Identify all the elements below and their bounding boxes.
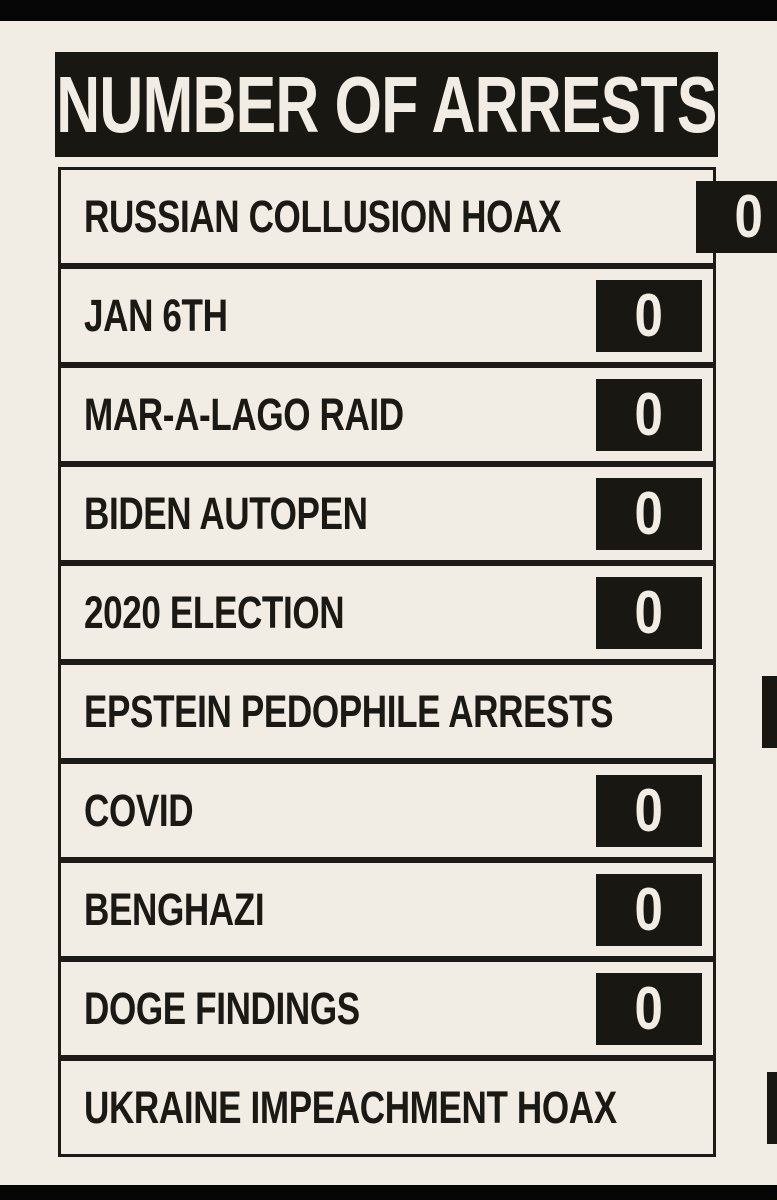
row-value-box: 0 [767,1071,777,1144]
row-label: DOGE FINDINGS [84,983,360,1034]
row-value: 0 [634,776,664,844]
row-value: 0 [634,281,664,349]
table-row: JAN 6TH 0 [58,266,716,365]
table-row: COVID 0 [58,761,716,860]
row-label: UKRAINE IMPEACHMENT HOAX [84,1082,617,1133]
row-value: 0 [634,578,664,646]
row-value-box: 0 [695,180,777,253]
row-label: BENGHAZI [84,884,265,935]
row-label: RUSSIAN COLLUSION HOAX [84,191,561,242]
row-value: 0 [634,479,664,547]
table-row: RUSSIAN COLLUSION HOAX 0 [58,167,777,266]
letterbox-bottom-bar [0,1185,777,1200]
table-row: BENGHAZI 0 [58,860,716,959]
row-value-box: 0 [596,279,702,352]
row-label: MAR-A-LAGO RAID [84,389,404,440]
row-value-box: 0 [596,774,702,847]
row-value-box: 0 [596,576,702,649]
row-value: 0 [634,974,664,1042]
letterbox-top-bar [0,0,777,21]
table-row: BIDEN AUTOPEN 0 [58,464,716,563]
row-label: JAN 6TH [84,290,228,341]
arrests-table-body: RUSSIAN COLLUSION HOAX 0 JAN 6TH 0 MAR-A… [58,167,777,1157]
table-row: 2020 ELECTION 0 [58,563,716,662]
table-row: EPSTEIN PEDOPHILE ARRESTS 0 [58,662,777,761]
row-label: EPSTEIN PEDOPHILE ARRESTS [84,686,614,737]
row-label: 2020 ELECTION [84,587,345,638]
row-value-box: 0 [596,477,702,550]
row-value-box: 0 [596,972,702,1045]
row-value-box: 0 [596,873,702,946]
row-value-box: 0 [596,378,702,451]
table-row: MAR-A-LAGO RAID 0 [58,365,716,464]
row-label: COVID [84,785,194,836]
table-header: NUMBER OF ARRESTS [55,52,718,157]
row-value: 0 [734,182,763,250]
row-value-box: 0 [762,675,777,748]
table-row: DOGE FINDINGS 0 [58,959,716,1058]
row-value: 0 [634,875,664,943]
row-label: BIDEN AUTOPEN [84,488,368,539]
row-value: 0 [634,380,664,448]
page-title: NUMBER OF ARRESTS [56,59,717,149]
table-row: UKRAINE IMPEACHMENT HOAX 0 [58,1058,777,1157]
